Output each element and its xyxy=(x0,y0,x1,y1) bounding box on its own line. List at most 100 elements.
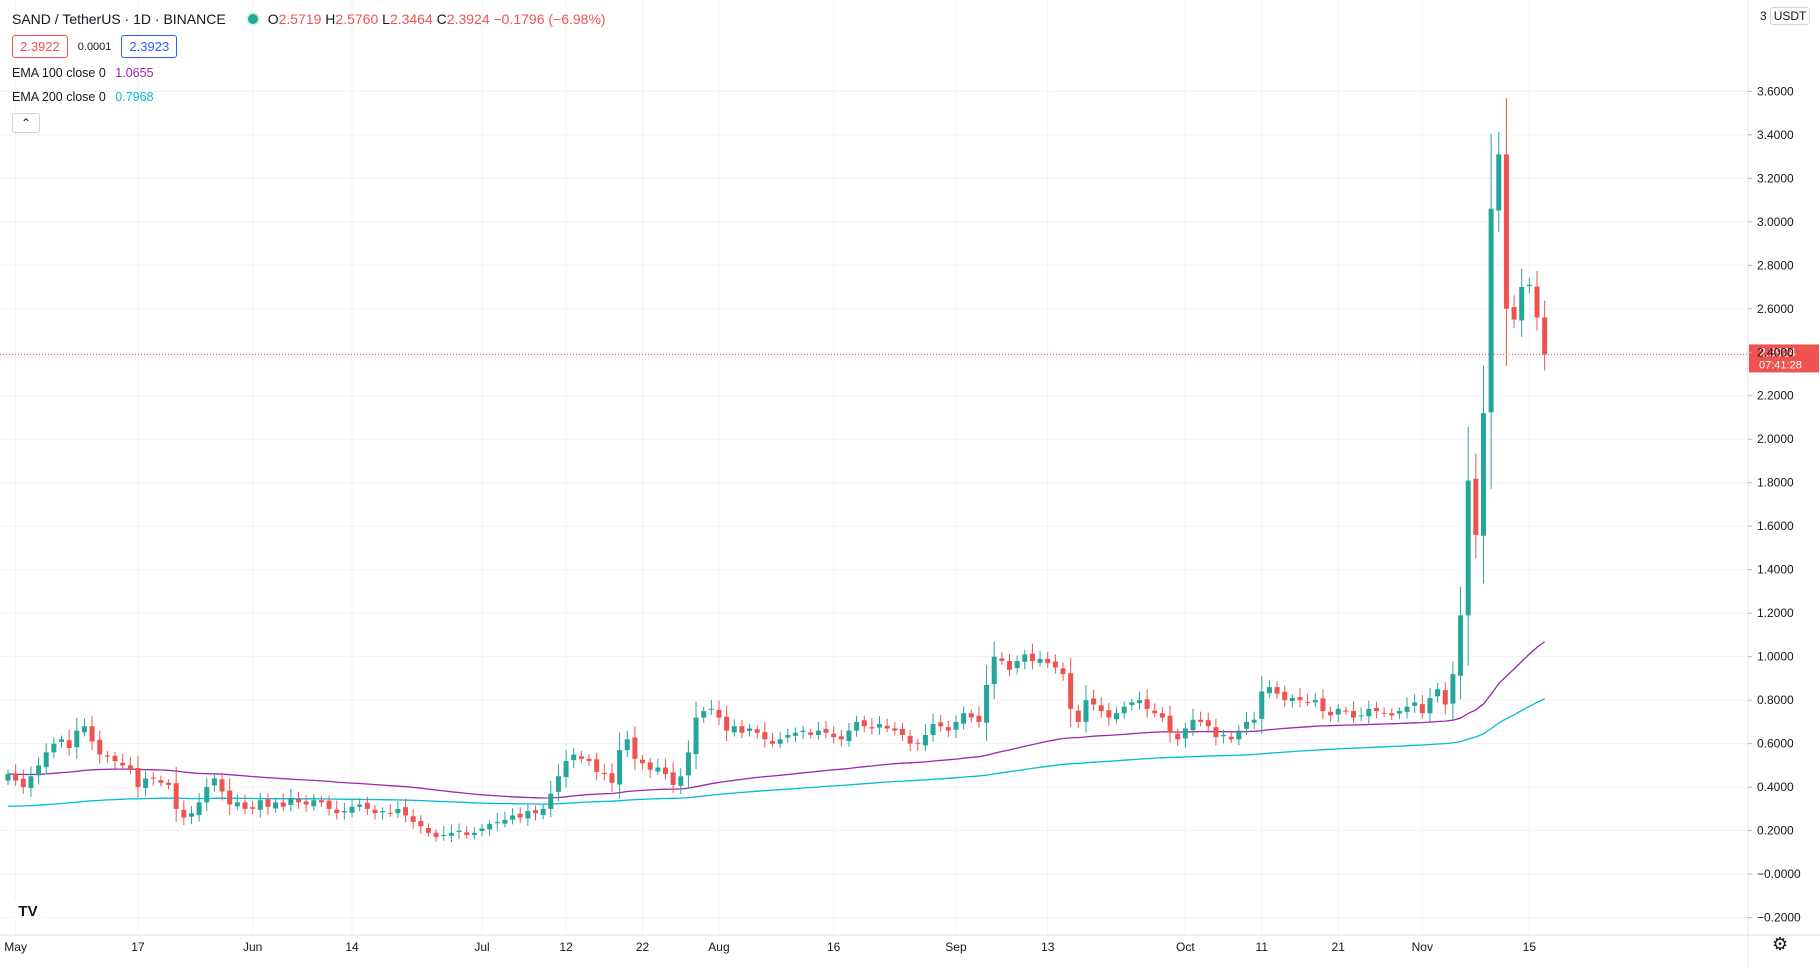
candle-body xyxy=(961,713,967,724)
candle xyxy=(1519,268,1525,338)
candle xyxy=(1228,732,1234,743)
y-tick-label: 2.0000 xyxy=(1757,432,1794,446)
candle xyxy=(678,768,684,794)
candle-body xyxy=(578,756,584,759)
candle xyxy=(1091,689,1097,711)
x-tick-label: 15 xyxy=(1523,940,1537,954)
buy-button[interactable]: 2.3923 xyxy=(121,35,178,58)
y-tick-label: 0.2000 xyxy=(1757,824,1794,838)
candle-body xyxy=(1198,719,1204,722)
candle xyxy=(1312,692,1318,707)
candle-body xyxy=(303,801,309,805)
candle xyxy=(418,815,424,834)
candle xyxy=(89,716,95,750)
candle-body xyxy=(1266,687,1272,694)
sell-button[interactable]: 2.3922 xyxy=(12,35,68,58)
candle xyxy=(655,758,661,776)
candle xyxy=(1144,689,1150,718)
candle xyxy=(395,800,401,818)
candle xyxy=(43,743,49,775)
candle xyxy=(1266,680,1272,698)
candle xyxy=(884,718,890,733)
y-tick-label: 0.6000 xyxy=(1757,737,1794,751)
candle-body xyxy=(831,733,837,738)
candle xyxy=(991,641,997,700)
x-tick-label: 14 xyxy=(345,940,359,954)
candle-body xyxy=(1060,668,1066,675)
candle-body xyxy=(188,813,194,817)
candle xyxy=(1221,729,1227,744)
candle xyxy=(1435,682,1441,703)
candle-body xyxy=(1458,615,1464,676)
candle-body xyxy=(1373,707,1379,712)
candle-body xyxy=(724,716,730,731)
candle-body xyxy=(838,736,844,740)
candle xyxy=(869,718,875,735)
candle-body xyxy=(846,730,852,742)
candle xyxy=(1098,697,1104,718)
candle-body xyxy=(1221,734,1227,737)
candle-body xyxy=(1190,719,1196,731)
candle-body xyxy=(219,779,225,792)
candle xyxy=(464,826,470,839)
chart-grid xyxy=(0,0,1748,935)
candle xyxy=(502,811,508,828)
candle-body xyxy=(800,730,806,732)
candle-body xyxy=(387,812,393,814)
time-axis: May 17 Jun 14 Jul 12 22 Aug 16 Sep 13 Oct 11 21 Nov 15 xyxy=(0,934,1820,954)
candle xyxy=(1052,654,1058,674)
candle-body xyxy=(747,728,753,732)
ema-200-legend[interactable]: EMA 200 close 0 0.7968 xyxy=(12,90,154,104)
candle-body xyxy=(1381,712,1387,714)
gear-icon[interactable]: ⚙ xyxy=(1772,934,1789,954)
candle xyxy=(945,720,951,737)
candle-body xyxy=(418,821,424,827)
candle xyxy=(387,803,393,817)
candle xyxy=(1351,701,1357,723)
candle-body xyxy=(1503,154,1509,309)
candle-body xyxy=(1052,661,1058,668)
x-tick-label: Jul xyxy=(474,940,489,954)
tradingview-logo-icon[interactable]: TV xyxy=(12,900,44,922)
x-tick-label: 17 xyxy=(131,940,145,954)
candle xyxy=(181,800,187,826)
candle-body xyxy=(357,804,363,807)
candle-body xyxy=(265,799,271,807)
candle-body xyxy=(1389,713,1395,716)
ema-100-legend[interactable]: EMA 100 close 0 1.0655 xyxy=(12,66,154,80)
chart-legend: SAND / TetherUS · 1D · BINANCE O2.5719 H… xyxy=(12,10,606,28)
candle xyxy=(1236,725,1242,746)
candle xyxy=(81,718,87,737)
candle-body xyxy=(792,732,798,736)
candle-body xyxy=(777,739,783,744)
price-label-countdown: 07:41:28 xyxy=(1759,359,1802,371)
candle xyxy=(112,751,118,769)
candle-body xyxy=(517,813,523,818)
candle xyxy=(303,795,309,812)
collapse-legend-button[interactable]: ⌃ xyxy=(12,113,40,133)
candle xyxy=(1412,694,1418,713)
x-tick-label: 16 xyxy=(827,940,841,954)
candle xyxy=(976,706,982,728)
candle xyxy=(334,800,340,820)
currency-selector[interactable]: 3 USDT xyxy=(1760,7,1811,25)
currency-label: USDT xyxy=(1769,7,1811,25)
y-tick-label: 3.6000 xyxy=(1757,84,1794,98)
candle-body xyxy=(930,724,936,735)
candle-body xyxy=(364,802,370,809)
y-tick-label: 1.0000 xyxy=(1757,650,1794,664)
candle xyxy=(792,727,798,743)
symbol-title[interactable]: SAND / TetherUS · 1D · BINANCE xyxy=(12,11,226,27)
candle xyxy=(211,772,217,792)
candle xyxy=(1075,704,1081,729)
candle-body xyxy=(1366,708,1372,717)
ema-100-label: EMA 100 close 0 xyxy=(12,66,106,80)
price-label-box xyxy=(1749,344,1819,373)
candle xyxy=(135,755,141,798)
x-tick-label: Aug xyxy=(708,940,729,954)
candle xyxy=(448,824,454,843)
candle-body xyxy=(533,810,539,814)
candle-body xyxy=(441,834,447,836)
candle-body xyxy=(808,732,814,735)
